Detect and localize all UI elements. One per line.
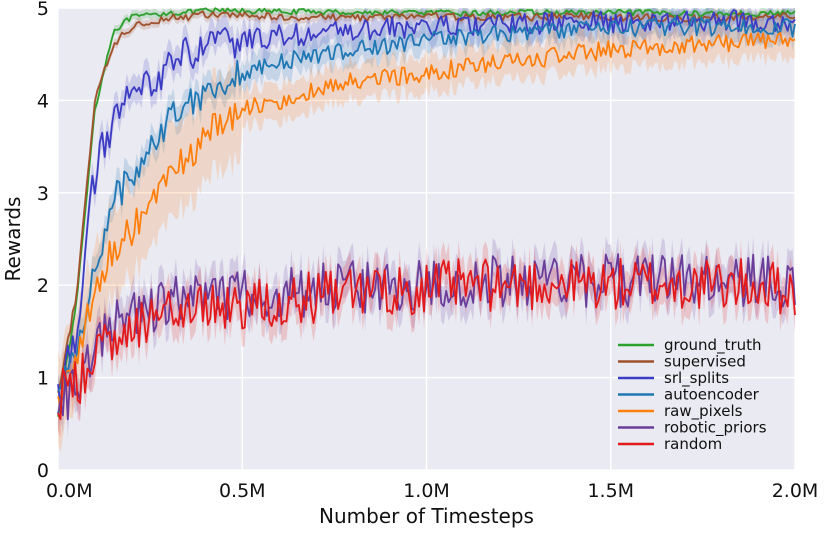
x-tick-label: 0.5M xyxy=(219,480,266,502)
x-tick-label: 1.0M xyxy=(403,480,450,502)
legend: ground_truthsupervisedsrl_splitsautoenco… xyxy=(618,336,767,453)
y-axis-label: Rewards xyxy=(1,197,25,282)
x-tick-label: 2.0M xyxy=(772,480,819,502)
legend-label: random xyxy=(664,435,722,453)
legend-label: supervised xyxy=(664,353,746,371)
y-tick-label: 0 xyxy=(37,460,49,482)
x-axis-label: Number of Timesteps xyxy=(319,504,534,528)
y-tick-label: 3 xyxy=(37,183,49,205)
series-line-raw_pixels xyxy=(57,31,796,408)
legend-label: raw_pixels xyxy=(664,402,743,421)
legend-label: autoencoder xyxy=(664,386,760,404)
y-tick-label: 1 xyxy=(37,368,49,390)
x-tick-label: 1.5M xyxy=(587,480,634,502)
series-line-robotic_priors xyxy=(57,253,796,421)
series-band-raw_pixels xyxy=(58,14,795,453)
series-lines xyxy=(57,7,796,421)
y-tick-label: 4 xyxy=(37,90,49,112)
y-axis-ticks: 0 1 2 3 4 5 xyxy=(37,0,49,482)
x-axis-ticks: 0.0M 0.5M 1.0M 1.5M 2.0M xyxy=(46,480,818,502)
x-tick-label: 0.0M xyxy=(46,480,93,502)
legend-label: srl_splits xyxy=(664,369,729,388)
y-tick-label: 2 xyxy=(37,275,49,297)
series-line-random xyxy=(57,257,796,421)
legend-label: ground_truth xyxy=(664,336,762,355)
series-line-supervised xyxy=(57,10,796,393)
series-band-random xyxy=(58,240,795,438)
series-line-autoencoder xyxy=(57,16,796,392)
y-tick-label: 5 xyxy=(37,0,49,20)
gridlines xyxy=(57,7,796,471)
legend-label: robotic_priors xyxy=(664,419,767,438)
